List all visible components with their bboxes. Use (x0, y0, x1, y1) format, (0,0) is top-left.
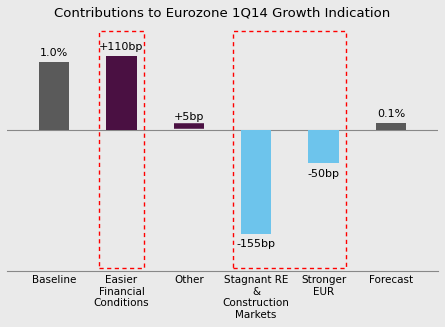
Bar (376, 123, 406, 130)
Text: 0.1%: 0.1% (377, 109, 405, 119)
Bar (106, 56, 137, 130)
Text: 1.0%: 1.0% (40, 48, 68, 58)
Bar (308, 130, 339, 163)
Text: +5bp: +5bp (174, 112, 204, 122)
Text: -155bp: -155bp (237, 239, 276, 250)
Text: +110bp: +110bp (99, 42, 144, 52)
Bar (39, 62, 69, 130)
Title: Contributions to Eurozone 1Q14 Growth Indication: Contributions to Eurozone 1Q14 Growth In… (54, 7, 391, 20)
Text: -50bp: -50bp (307, 169, 340, 179)
Bar (241, 130, 271, 234)
